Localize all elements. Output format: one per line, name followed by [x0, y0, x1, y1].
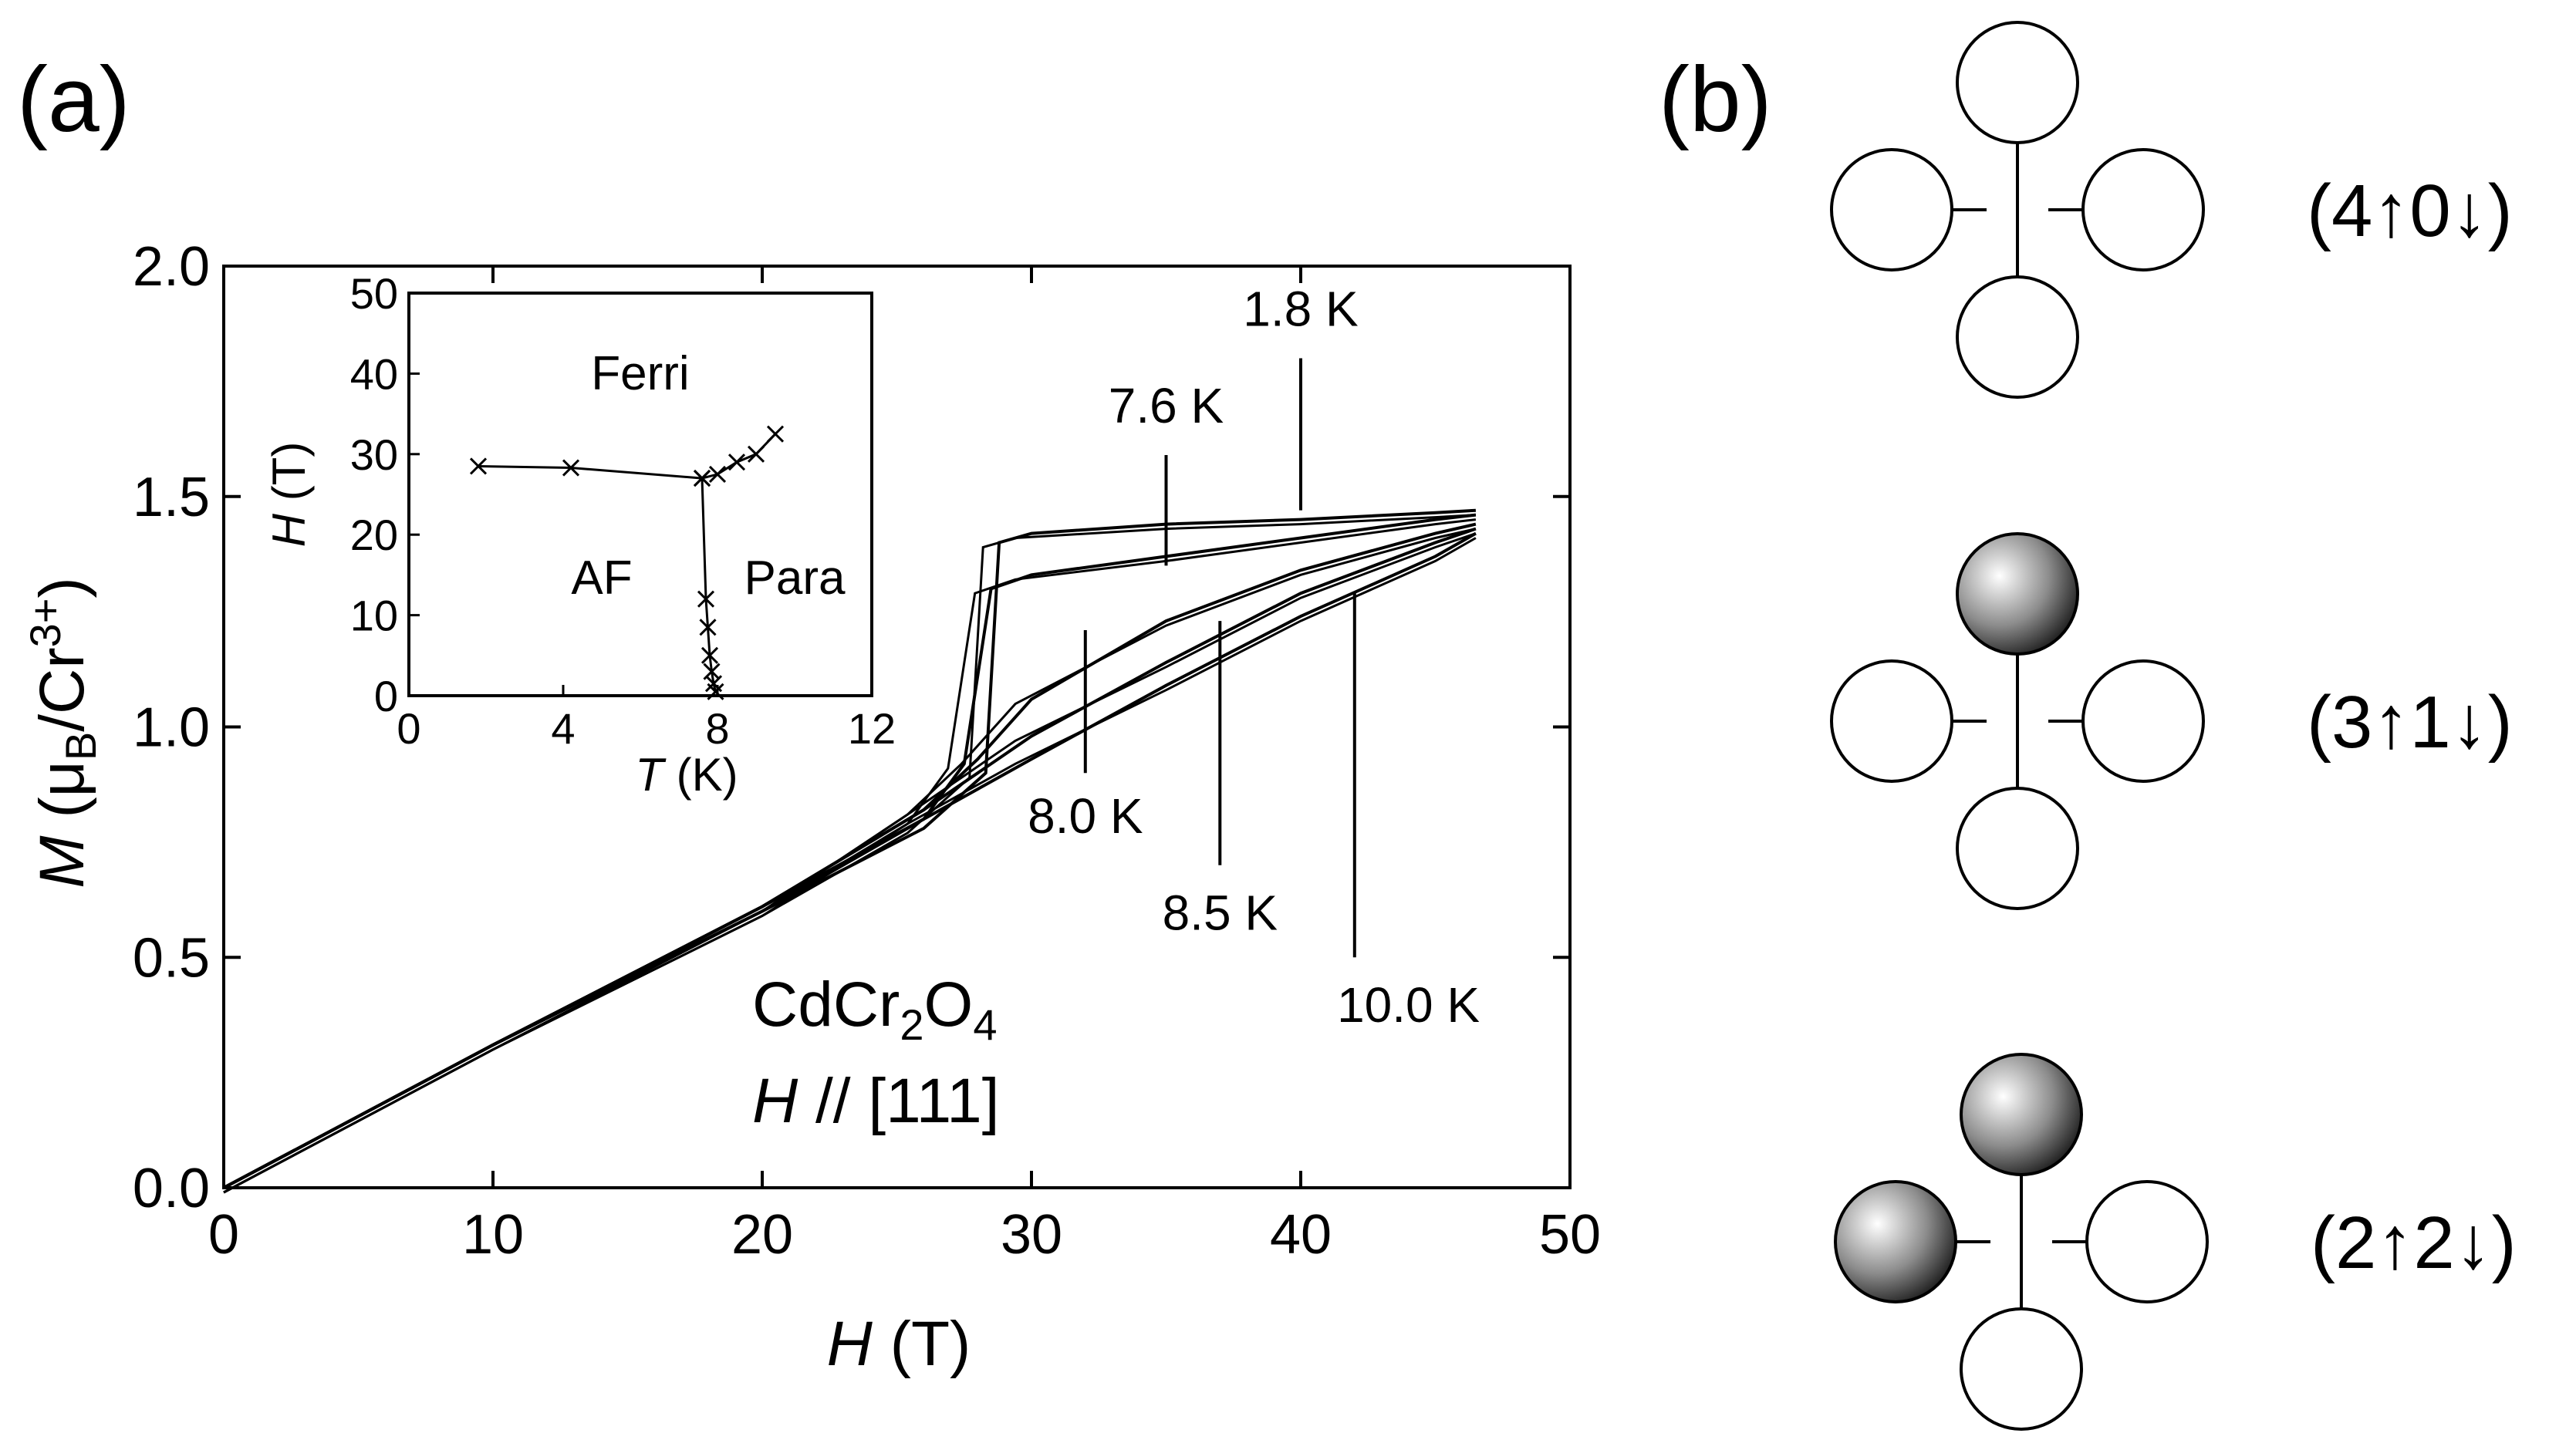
- marker-stroke: [707, 683, 724, 700]
- magnetization-curve: [223, 531, 1477, 1189]
- x-tick-label: 0: [208, 1204, 239, 1266]
- panel-a-label: (a): [17, 48, 130, 151]
- down-spin-site: [1834, 1180, 1957, 1303]
- inset-y-tick-label: 20: [350, 511, 398, 559]
- main-series-group: [223, 508, 1477, 1194]
- y-tick-label: 2.0: [133, 236, 210, 298]
- temperature-label: 8.0 K: [1028, 788, 1143, 844]
- marker-stroke: [701, 646, 719, 664]
- x-tick-label: 30: [1001, 1204, 1062, 1266]
- field-direction: H // [111]: [752, 1066, 1000, 1136]
- x-tick-label: 10: [462, 1204, 524, 1266]
- temperature-label: 8.5 K: [1163, 885, 1278, 940]
- region-para: Para: [744, 551, 846, 605]
- phase-point-marker: [707, 683, 724, 700]
- region-ferri: Ferri: [591, 347, 689, 400]
- configuration-label: (3↑1↓): [2307, 681, 2513, 764]
- temperature-label: 1.8 K: [1243, 282, 1358, 337]
- inset-phase-diagram: 0 4 8 12 0 10 20 30 40 50 Ferri AF Para T (K) H …: [263, 269, 896, 801]
- marker-stroke: [699, 619, 717, 636]
- magnetization-curve-return: [223, 518, 1477, 1194]
- phase-point-marker: [562, 459, 580, 477]
- marker-stroke: [766, 425, 785, 443]
- up-spin-site: [1956, 21, 2079, 144]
- spin-configuration: (2↑2↓): [1834, 1053, 2517, 1431]
- marker-stroke: [704, 675, 723, 693]
- y-tick-label: 1.5: [133, 467, 210, 528]
- y-tick-label: 0.5: [133, 927, 210, 989]
- inset-x-axis: 0 4 8 12: [397, 685, 896, 753]
- inset-y-tick-label: 10: [350, 592, 398, 640]
- phase-point-marker: [697, 590, 715, 608]
- inset-x-tick-label: 8: [705, 704, 729, 753]
- inset-y-axis-label: H (T): [263, 442, 315, 548]
- up-spin-site: [2085, 1180, 2209, 1303]
- marker-stroke: [708, 465, 727, 483]
- phase-point-marker: [699, 619, 717, 636]
- configuration-label: (2↑2↓): [2311, 1202, 2517, 1284]
- spin-configurations: (4↑0↓) (3↑1↓) (2↑2↓): [1830, 21, 2517, 1431]
- up-spin-site: [1956, 787, 2079, 910]
- up-spin-site: [1830, 148, 1953, 271]
- panel-b-label: (b): [1659, 48, 1772, 151]
- marker-stroke: [697, 590, 715, 608]
- up-spin-site: [1960, 1307, 2083, 1431]
- inset-series-group: [469, 425, 785, 700]
- phase-point-marker: [708, 465, 727, 483]
- temperature-label: 10.0 K: [1337, 977, 1480, 1033]
- x-tick-label: 50: [1539, 1204, 1601, 1266]
- main-x-axis: 0 10 20 30 40 50: [208, 266, 1601, 1266]
- inset-x-tick-label: 0: [397, 704, 420, 753]
- down-spin-site: [1956, 532, 2079, 656]
- marker-stroke: [469, 457, 488, 475]
- marker-stroke: [747, 445, 765, 463]
- configuration-label: (4↑0↓): [2307, 170, 2513, 252]
- inset-x-tick-label: 12: [848, 704, 896, 753]
- marker-stroke: [693, 470, 711, 487]
- inset-x-axis-label: T (K): [635, 749, 738, 801]
- marker-stroke: [562, 459, 580, 477]
- y-tick-label: 1.0: [133, 697, 210, 759]
- inset-y-tick-label: 40: [350, 349, 398, 398]
- main-y-axis-label: M (μB/Cr3+): [21, 577, 105, 889]
- region-af: AF: [571, 551, 632, 605]
- phase-point-marker: [701, 646, 719, 664]
- down-spin-site: [1960, 1053, 2083, 1176]
- phase-point-marker: [728, 454, 746, 471]
- inset-y-tick-label: 0: [374, 672, 398, 720]
- main-chart: 0 10 20 30 40 50 0.00.51.01.52.0 1.8 K7.6 K8.…: [21, 236, 1601, 1379]
- spin-configuration: (3↑1↓): [1830, 532, 2513, 910]
- inset-y-tick-label: 30: [350, 430, 398, 479]
- x-tick-label: 20: [731, 1204, 793, 1266]
- up-spin-site: [1956, 275, 2079, 399]
- phase-point-marker: [747, 445, 765, 463]
- phase-point-marker: [469, 457, 488, 475]
- y-tick-label: 0.0: [133, 1158, 210, 1219]
- up-spin-site: [2081, 659, 2205, 783]
- marker-stroke: [728, 454, 746, 471]
- inset-plot-frame: [407, 292, 873, 697]
- spin-configuration: (4↑0↓): [1830, 21, 2513, 399]
- x-tick-label: 40: [1270, 1204, 1332, 1266]
- magnetization-curve-return: [223, 537, 1477, 1194]
- phase-point-marker: [693, 470, 711, 487]
- main-y-axis: 0.0 0.5 1.0 1.5 2.0: [133, 236, 1570, 1219]
- inset-y-axis: 0 10 20 30 40 50: [350, 269, 420, 720]
- up-spin-site: [2081, 148, 2205, 271]
- inset-x-tick-label: 4: [551, 704, 575, 753]
- temperature-label: 7.6 K: [1109, 378, 1224, 433]
- inset-y-tick-label: 50: [350, 269, 398, 318]
- main-temperature-labels: 1.8 K 7.6 K 8.0 K 8.5 K 10.0 K: [1028, 282, 1480, 1033]
- up-spin-site: [1830, 659, 1953, 783]
- phase-point-marker: [766, 425, 785, 443]
- sample-formula: CdCr2O4: [752, 969, 997, 1049]
- main-x-axis-label: H (T): [827, 1309, 971, 1379]
